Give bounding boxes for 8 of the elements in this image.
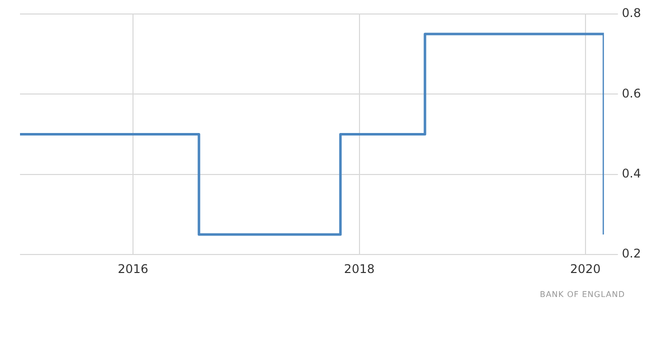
x-tick-label: 2016	[118, 262, 148, 276]
y-tick-label: 0.8	[622, 6, 642, 20]
y-tick-label: 0.4	[622, 166, 642, 181]
x-tick-label: 2020	[570, 262, 601, 276]
y-tick-label: 0.6	[622, 86, 642, 100]
x-tick-label: 2018	[344, 262, 375, 276]
y-tick-label: 0.2	[622, 246, 642, 261]
text: BANK OF ENGLAND	[540, 290, 625, 299]
